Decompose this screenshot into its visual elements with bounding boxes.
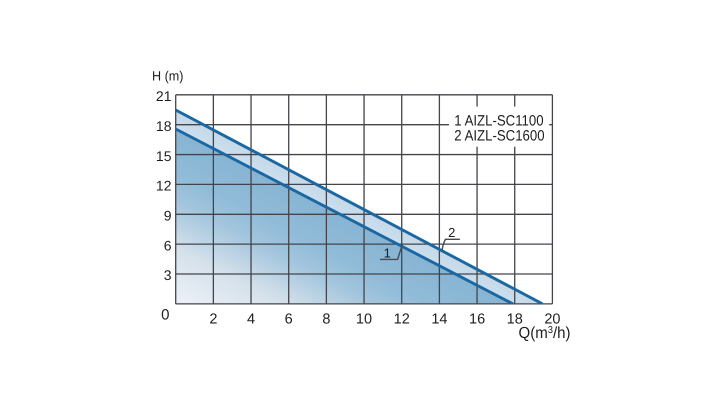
svg-text:2: 2: [448, 225, 455, 240]
svg-text:15: 15: [156, 148, 172, 164]
svg-text:6: 6: [285, 312, 293, 328]
svg-text:10: 10: [356, 312, 372, 328]
svg-text:H (m): H (m): [152, 69, 184, 84]
svg-text:8: 8: [322, 312, 330, 328]
svg-text:1 AIZL-SC1100: 1 AIZL-SC1100: [454, 113, 543, 130]
svg-text:Q(m3/h): Q(m3/h): [519, 325, 571, 342]
svg-text:3: 3: [164, 267, 172, 283]
svg-text:14: 14: [431, 312, 447, 328]
svg-text:12: 12: [156, 178, 172, 194]
svg-text:18: 18: [156, 118, 172, 134]
svg-text:18: 18: [507, 312, 523, 328]
svg-text:12: 12: [394, 312, 410, 328]
svg-text:16: 16: [469, 312, 485, 328]
svg-text:9: 9: [164, 208, 172, 224]
svg-text:4: 4: [247, 312, 255, 328]
svg-text:1: 1: [384, 246, 391, 261]
svg-text:2 AIZL-SC1600: 2 AIZL-SC1600: [454, 127, 544, 144]
svg-text:6: 6: [164, 237, 172, 253]
svg-text:20: 20: [544, 312, 560, 328]
svg-text:0: 0: [161, 307, 169, 324]
svg-text:2: 2: [209, 312, 217, 328]
svg-text:21: 21: [156, 88, 172, 104]
